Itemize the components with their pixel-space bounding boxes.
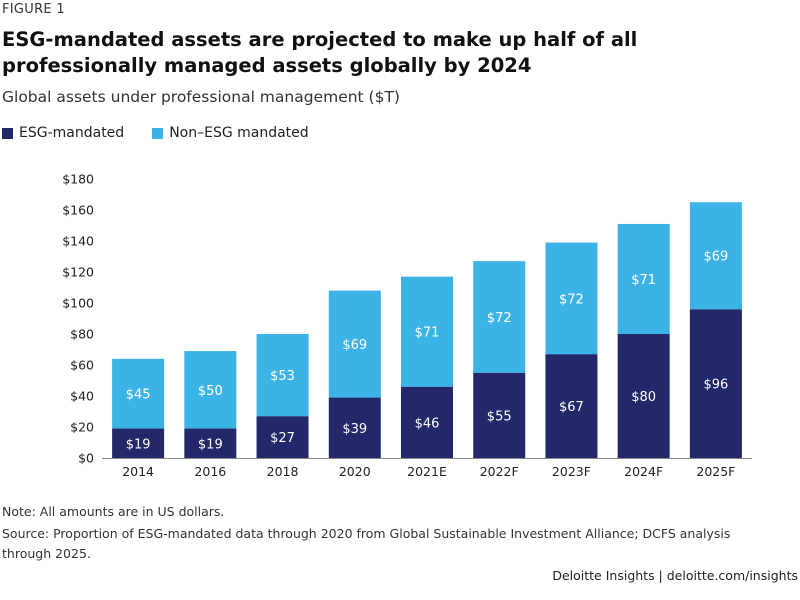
data-label-esg: $96 <box>703 378 728 393</box>
legend-label-esg: ESG-mandated <box>19 125 125 141</box>
footer-credit: Deloitte Insights | deloitte.com/insight… <box>552 568 798 583</box>
data-label-esg: $27 <box>270 431 295 446</box>
data-label-non-esg: $53 <box>270 369 295 384</box>
x-tick-label: 2021E <box>407 464 447 479</box>
bar-segment-esg <box>689 309 742 458</box>
bar-segment-esg <box>328 397 381 458</box>
bar-segment-non-esg <box>328 290 381 398</box>
bar-segment-non-esg <box>112 358 165 429</box>
legend-item-esg: ESG-mandated <box>2 125 124 141</box>
data-label-non-esg: $69 <box>703 250 728 265</box>
data-label-esg: $67 <box>559 400 584 415</box>
legend-label-non-esg: Non–ESG mandated <box>169 125 309 141</box>
bar-segment-non-esg <box>256 334 309 417</box>
legend: ESG-mandated Non–ESG mandated <box>2 125 337 141</box>
x-tick-label: 2020 <box>339 464 371 479</box>
legend-swatch-esg <box>2 127 13 139</box>
y-tick-label: $60 <box>70 358 94 373</box>
data-label-non-esg: $45 <box>126 388 151 403</box>
bar-segment-non-esg <box>617 223 670 334</box>
bar-segment-non-esg <box>689 202 742 310</box>
x-tick-label: 2023F <box>552 464 591 479</box>
y-tick-label: $140 <box>62 234 94 249</box>
data-label-non-esg: $72 <box>559 292 584 307</box>
data-label-esg: $19 <box>198 437 223 452</box>
bar-segment-non-esg <box>545 242 598 355</box>
data-label-non-esg: $50 <box>198 384 223 399</box>
data-label-non-esg: $69 <box>342 338 367 353</box>
bar-segment-esg <box>545 354 598 458</box>
bar-segment-non-esg <box>473 261 526 373</box>
chart-source: Source: Proportion of ESG-mandated data … <box>2 526 731 561</box>
data-label-esg: $55 <box>487 409 512 424</box>
data-label-non-esg: $72 <box>487 311 512 326</box>
bar-segment-esg <box>256 416 309 458</box>
bar-segment-esg <box>184 428 237 458</box>
bar-segment-esg <box>401 386 453 458</box>
data-label-non-esg: $71 <box>631 273 656 288</box>
bar-segment-non-esg <box>401 276 453 387</box>
data-label-esg: $19 <box>126 437 151 452</box>
y-tick-label: $100 <box>62 296 94 311</box>
x-tick-label: 2014 <box>122 464 154 479</box>
y-tick-label: $180 <box>62 172 94 187</box>
legend-item-non-esg: Non–ESG mandated <box>152 125 309 141</box>
stacked-bar-chart: $0 $20 $40 $60 $80 $100 $120 $140 $160 $180 $19 $45… <box>62 172 752 479</box>
chart-note: Note: All amounts are in US dollars. <box>2 504 225 519</box>
y-tick-label: $160 <box>62 203 94 218</box>
chart-subtitle: Global assets under professional managem… <box>2 88 400 106</box>
bar-segment-esg <box>473 372 526 458</box>
y-tick-label: $40 <box>70 389 94 404</box>
figure-label: FIGURE 1 <box>2 2 65 17</box>
y-tick-label: $20 <box>70 420 94 435</box>
x-tick-label: 2016 <box>194 464 226 479</box>
y-tick-label: $120 <box>62 265 94 280</box>
data-label-esg: $80 <box>631 390 656 405</box>
bar-segment-esg <box>617 334 670 458</box>
x-tick-label: 2024F <box>624 464 663 479</box>
x-tick-label: 2022F <box>480 464 519 479</box>
data-label-esg: $39 <box>342 422 367 437</box>
bar-segment-non-esg <box>184 351 237 429</box>
y-tick-label: $0 <box>78 451 94 466</box>
y-tick-label: $80 <box>70 327 94 342</box>
legend-swatch-non-esg <box>152 127 164 139</box>
x-tick-label: 2025F <box>696 464 735 479</box>
x-tick-label: 2018 <box>267 464 299 479</box>
bar-segment-esg <box>112 428 165 458</box>
data-label-esg: $46 <box>415 416 440 431</box>
data-label-non-esg: $71 <box>415 326 440 341</box>
chart-title: ESG-mandated assets are projected to mak… <box>2 28 638 77</box>
